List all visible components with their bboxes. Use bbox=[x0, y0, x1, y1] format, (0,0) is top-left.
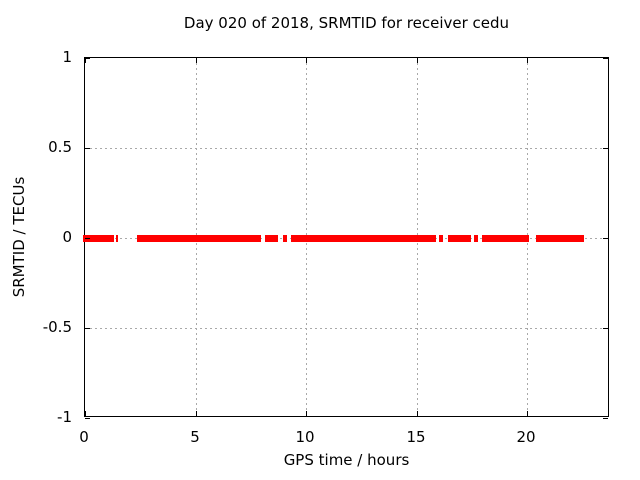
y-tick-mark bbox=[603, 418, 608, 419]
x-tick-mark bbox=[196, 58, 197, 63]
y-tick-mark bbox=[85, 418, 90, 419]
data-segment bbox=[291, 235, 436, 242]
x-tick-mark bbox=[85, 411, 86, 416]
x-tick-mark bbox=[85, 58, 86, 63]
plot-area bbox=[83, 57, 609, 419]
y-tick-mark bbox=[603, 148, 608, 149]
x-axis-label: GPS time / hours bbox=[283, 451, 410, 469]
y-tick-mark bbox=[603, 238, 608, 239]
x-tick-mark bbox=[417, 58, 418, 63]
x-tick-label: 5 bbox=[190, 428, 200, 446]
gridline-horizontal bbox=[85, 328, 608, 329]
x-tick-mark bbox=[196, 411, 197, 416]
y-tick-mark bbox=[85, 148, 90, 149]
y-tick-mark bbox=[603, 58, 608, 59]
data-segment bbox=[283, 235, 288, 242]
x-tick-label: 20 bbox=[516, 428, 536, 446]
y-tick-mark bbox=[85, 58, 90, 59]
x-tick-mark bbox=[306, 58, 307, 63]
x-tick-label: 0 bbox=[79, 428, 89, 446]
data-segment bbox=[535, 235, 585, 242]
data-segment bbox=[473, 235, 478, 242]
gridline-horizontal bbox=[85, 148, 608, 149]
data-segment bbox=[481, 235, 530, 242]
data-segment bbox=[115, 235, 119, 242]
chart-title: Day 020 of 2018, SRMTID for receiver ced… bbox=[183, 14, 510, 32]
y-tick-label: -1 bbox=[57, 408, 72, 426]
x-tick-label: 15 bbox=[406, 428, 426, 446]
x-tick-mark bbox=[306, 411, 307, 416]
x-tick-mark bbox=[417, 411, 418, 416]
x-tick-mark bbox=[527, 411, 528, 416]
x-tick-mark bbox=[527, 58, 528, 63]
y-tick-mark bbox=[603, 328, 608, 329]
data-segment bbox=[137, 235, 261, 242]
y-tick-mark bbox=[85, 328, 90, 329]
y-tick-label: 1 bbox=[62, 48, 72, 66]
data-segment bbox=[264, 235, 278, 242]
y-tick-label: 0.5 bbox=[48, 138, 72, 156]
data-segment bbox=[447, 235, 471, 242]
y-tick-label: 0 bbox=[62, 228, 72, 246]
x-tick-label: 10 bbox=[295, 428, 315, 446]
y-tick-label: -0.5 bbox=[42, 318, 72, 336]
data-segment bbox=[439, 235, 444, 242]
y-tick-mark bbox=[85, 238, 90, 239]
data-segment bbox=[83, 235, 115, 242]
